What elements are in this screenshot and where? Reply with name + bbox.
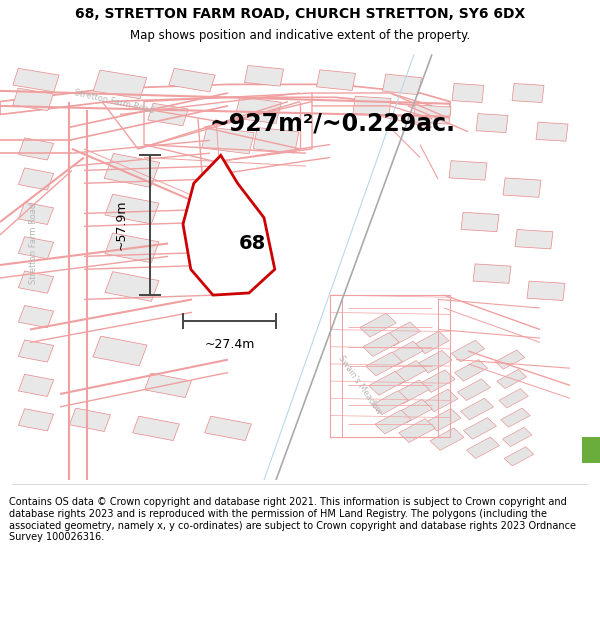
Polygon shape <box>202 127 254 154</box>
Polygon shape <box>430 428 464 451</box>
Polygon shape <box>104 154 160 188</box>
Polygon shape <box>19 138 53 160</box>
Polygon shape <box>499 389 529 408</box>
Text: Swain's Meadow: Swain's Meadow <box>337 354 383 416</box>
Polygon shape <box>19 168 53 190</box>
Polygon shape <box>317 70 355 91</box>
Polygon shape <box>464 418 496 439</box>
Polygon shape <box>169 68 215 92</box>
Polygon shape <box>390 361 426 384</box>
Polygon shape <box>105 272 159 301</box>
Text: ~57.9m: ~57.9m <box>115 200 128 251</box>
Text: Stretton Farm Road: Stretton Farm Road <box>29 203 37 284</box>
Polygon shape <box>19 202 53 224</box>
Polygon shape <box>19 237 53 259</box>
Polygon shape <box>133 416 179 441</box>
Polygon shape <box>421 370 455 392</box>
Polygon shape <box>467 437 499 459</box>
Polygon shape <box>396 399 432 423</box>
Polygon shape <box>427 409 461 431</box>
Polygon shape <box>384 322 420 346</box>
Polygon shape <box>418 351 452 373</box>
Polygon shape <box>19 409 53 431</box>
Polygon shape <box>461 213 499 232</box>
Polygon shape <box>13 88 53 111</box>
Polygon shape <box>145 373 191 398</box>
Polygon shape <box>353 96 391 116</box>
Polygon shape <box>148 103 188 126</box>
Polygon shape <box>461 398 493 420</box>
Polygon shape <box>19 340 53 362</box>
Polygon shape <box>19 374 53 396</box>
Text: 68: 68 <box>238 234 266 253</box>
Polygon shape <box>536 122 568 141</box>
Polygon shape <box>253 127 299 153</box>
Text: Contains OS data © Crown copyright and database right 2021. This information is : Contains OS data © Crown copyright and d… <box>9 498 576 542</box>
Polygon shape <box>393 380 429 404</box>
Polygon shape <box>13 68 59 92</box>
Polygon shape <box>504 447 534 466</box>
Polygon shape <box>372 391 408 414</box>
Polygon shape <box>366 352 402 376</box>
Polygon shape <box>527 281 565 301</box>
Polygon shape <box>458 379 490 401</box>
Polygon shape <box>449 161 487 180</box>
Polygon shape <box>363 332 399 356</box>
Polygon shape <box>387 341 423 365</box>
Polygon shape <box>502 428 532 447</box>
Polygon shape <box>105 194 159 224</box>
Polygon shape <box>476 114 508 132</box>
Polygon shape <box>582 437 600 462</box>
Polygon shape <box>413 105 451 124</box>
Polygon shape <box>503 178 541 198</box>
Polygon shape <box>93 70 147 99</box>
Text: Stretton Farm Road: Stretton Farm Road <box>73 88 155 115</box>
Polygon shape <box>19 306 53 328</box>
Polygon shape <box>497 369 527 389</box>
Polygon shape <box>399 419 435 442</box>
Polygon shape <box>424 389 458 412</box>
Text: ~27.4m: ~27.4m <box>205 338 254 351</box>
Polygon shape <box>19 271 53 293</box>
Polygon shape <box>105 233 159 262</box>
Polygon shape <box>70 408 110 431</box>
Polygon shape <box>452 84 484 102</box>
Polygon shape <box>515 229 553 249</box>
Polygon shape <box>0 84 450 114</box>
Text: 68, STRETTON FARM ROAD, CHURCH STRETTON, SY6 6DX: 68, STRETTON FARM ROAD, CHURCH STRETTON,… <box>75 7 525 21</box>
Polygon shape <box>360 313 396 337</box>
Polygon shape <box>375 410 411 434</box>
Polygon shape <box>452 340 484 362</box>
Polygon shape <box>383 74 421 95</box>
Polygon shape <box>455 359 487 381</box>
Polygon shape <box>93 336 147 366</box>
Polygon shape <box>495 350 525 369</box>
Polygon shape <box>473 264 511 283</box>
Polygon shape <box>245 66 283 86</box>
Text: Map shows position and indicative extent of the property.: Map shows position and indicative extent… <box>130 29 470 42</box>
Polygon shape <box>0 84 450 114</box>
Text: ~927m²/~0.229ac.: ~927m²/~0.229ac. <box>210 111 456 135</box>
Polygon shape <box>500 408 530 428</box>
Polygon shape <box>512 84 544 102</box>
Polygon shape <box>415 331 449 354</box>
Polygon shape <box>369 371 405 395</box>
Polygon shape <box>235 97 281 123</box>
Polygon shape <box>183 156 275 295</box>
Polygon shape <box>205 416 251 441</box>
